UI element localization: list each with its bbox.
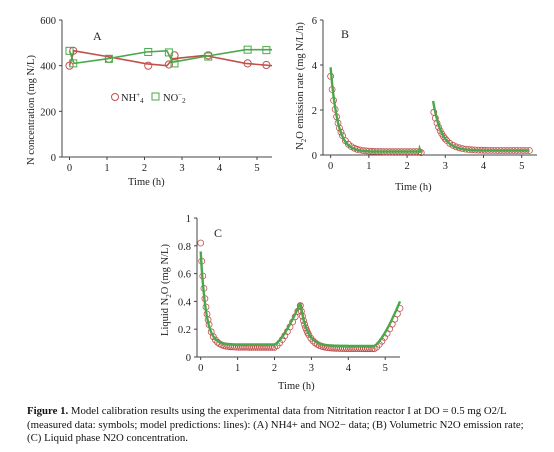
data-point [262, 60, 271, 70]
y-tick-label: 4 [312, 61, 318, 72]
x-tick-label: 0 [328, 161, 333, 172]
legend-no2-marker [151, 92, 160, 101]
x-tick-label: 4 [481, 161, 487, 172]
x-tick-label: 2 [142, 163, 147, 174]
panel-b-ylabel: N2O emission rate (mg N/L/h) [295, 22, 308, 150]
x-tick-label: 0 [198, 363, 203, 374]
x-tick-label: 0 [67, 163, 72, 174]
data-point [204, 52, 213, 61]
panel-c-letter: C [214, 226, 222, 240]
x-tick-label: 1 [104, 163, 109, 174]
data-point [243, 45, 252, 54]
legend-nh4-marker [111, 93, 119, 101]
x-tick-label: 2 [404, 161, 409, 172]
data-point [69, 59, 78, 68]
panel-c-ylabel: Liquid N2O (mg N/L) [160, 244, 173, 336]
data-point [104, 54, 113, 63]
y-tick-label: 0.6 [178, 270, 191, 281]
series-line [68, 49, 273, 67]
x-tick-label: 5 [519, 161, 524, 172]
x-tick-label: 2 [272, 363, 277, 374]
y-tick-label: 0.8 [178, 242, 191, 253]
x-tick-label: 3 [179, 163, 184, 174]
y-tick-label: 2 [312, 106, 317, 117]
data-point [164, 60, 173, 69]
caption-text: Model calibration results using the expe… [27, 405, 524, 445]
panel-b-letter: B [341, 27, 349, 41]
panel-b-xlabel: Time (h) [395, 182, 432, 193]
data-point [144, 47, 153, 56]
panel-c-xlabel: Time (h) [278, 381, 315, 392]
series-line [68, 48, 272, 65]
panel-a-legend: NH+4 NO−2 [111, 91, 186, 105]
y-tick-label: 0.2 [178, 325, 191, 336]
figure-caption: Figure 1. Model calibration results usin… [27, 405, 537, 446]
model-line [431, 100, 530, 152]
y-tick-label: 400 [40, 62, 56, 73]
model-line [199, 251, 302, 346]
panel-a-ylabel: N concentration (mg N/L) [26, 55, 37, 165]
panel-a-xlabel: Time (h) [128, 177, 165, 188]
panel-a-marks [65, 45, 273, 70]
y-tick-label: 6 [312, 16, 317, 27]
panel-a-axes: 0 1 2 3 4 5 0 200 400 600 [40, 16, 272, 174]
legend-no2-label: NO−2 [163, 91, 186, 105]
x-tick-label: 4 [217, 163, 223, 174]
panel-b-marks [327, 67, 533, 157]
x-tick-label: 5 [254, 163, 259, 174]
x-tick-label: 1 [366, 161, 371, 172]
panel-c-marks [197, 239, 404, 353]
x-tick-label: 1 [235, 363, 240, 374]
y-tick-label: 0 [312, 151, 317, 162]
data-point [144, 61, 153, 70]
panel-a: A 0 1 2 3 4 5 0 200 400 600 NH+4 NO−2 Time (h) N … [26, 16, 273, 188]
panel-a-letter: A [93, 29, 102, 43]
y-tick-label: 200 [40, 107, 56, 118]
model-line [299, 300, 402, 348]
data-point [243, 59, 252, 68]
y-tick-label: 0.4 [178, 297, 192, 308]
data-point [170, 59, 179, 68]
y-tick-label: 600 [40, 16, 56, 27]
caption-label: Figure 1. [27, 405, 69, 417]
y-tick-label: 0 [186, 353, 191, 364]
panel-b-axes: 0 1 2 3 4 5 0 2 4 6 [312, 16, 537, 172]
panel-c: C 0 1 2 3 4 5 0 0.2 0.4 0.6 0.8 1 Time (h) Liquid N… [160, 214, 404, 392]
model-line [329, 67, 423, 154]
data-point [212, 336, 219, 344]
data-point [170, 51, 179, 60]
x-tick-label: 3 [309, 363, 314, 374]
data-point [449, 141, 457, 149]
legend-nh4-label: NH+4 [121, 91, 144, 105]
x-tick-label: 5 [383, 363, 388, 374]
x-tick-label: 4 [346, 363, 352, 374]
data-point [197, 239, 205, 247]
panel-c-axes: 0 1 2 3 4 5 0 0.2 0.4 0.6 0.8 1 [178, 214, 400, 374]
y-tick-label: 0 [51, 153, 56, 164]
data-point [164, 48, 173, 57]
panel-b: B 0 1 2 3 4 5 0 2 4 6 Time (h) N2O emission rate … [295, 16, 537, 193]
data-point [262, 46, 271, 55]
data-point [441, 135, 449, 143]
x-tick-label: 3 [443, 161, 448, 172]
data-point [65, 46, 74, 55]
y-tick-label: 1 [186, 214, 191, 225]
